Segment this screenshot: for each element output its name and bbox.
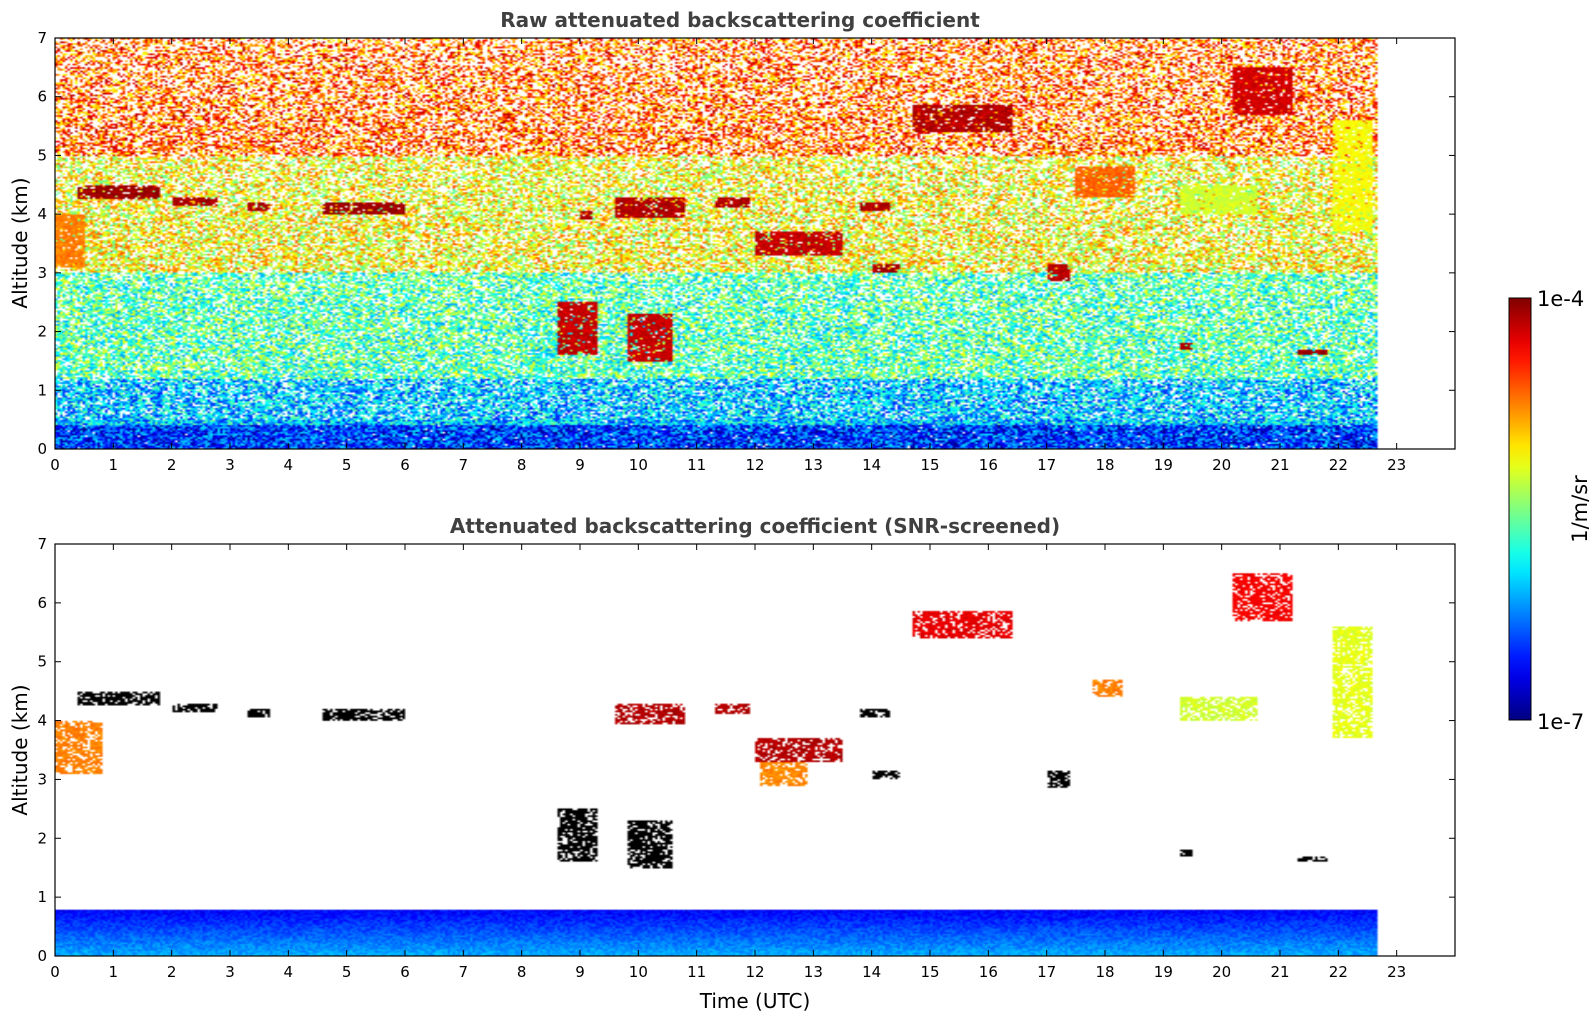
colorbar-unit-label: 1/m/sr — [1568, 475, 1592, 543]
y-tick-label: 0 — [37, 947, 47, 965]
x-tick-label: 1 — [109, 963, 119, 981]
x-tick-label: 0 — [50, 456, 60, 474]
y-tick-label: 3 — [37, 264, 47, 282]
x-tick-label: 5 — [342, 963, 352, 981]
y-tick-label: 5 — [37, 146, 47, 164]
x-tick-label: 23 — [1387, 456, 1406, 474]
y-tick-label: 1 — [37, 381, 47, 399]
x-axis-label: Time (UTC) — [699, 989, 811, 1013]
y-tick-label: 5 — [37, 653, 47, 671]
x-tick-label: 12 — [745, 456, 764, 474]
x-tick-label: 4 — [284, 963, 294, 981]
x-tick-label: 10 — [629, 456, 648, 474]
y-tick-label: 2 — [37, 829, 47, 847]
screened-heatmap-image — [55, 544, 1455, 956]
x-tick-label: 19 — [1154, 456, 1173, 474]
x-tick-label: 17 — [1037, 963, 1056, 981]
x-tick-label: 21 — [1270, 456, 1289, 474]
screened-y-axis-label: Altitude (km) — [8, 684, 32, 815]
x-tick-label: 12 — [745, 963, 764, 981]
x-tick-label: 14 — [862, 456, 881, 474]
x-tick-label: 13 — [804, 963, 823, 981]
x-tick-label: 23 — [1387, 963, 1406, 981]
y-tick-label: 6 — [37, 594, 47, 612]
x-tick-label: 20 — [1212, 963, 1231, 981]
x-tick-label: 7 — [459, 456, 469, 474]
x-tick-label: 17 — [1037, 456, 1056, 474]
screened-axis-ticks: 0 1 2 3 4 5 6 7 8 9 10 11 12 13 14 15 16 17 18 19 20 21 22 2301… — [37, 535, 1455, 981]
x-tick-label: 20 — [1212, 456, 1231, 474]
raw-axis-ticks: 0 1 2 3 4 5 6 7 8 9 10 11 12 13 14 15 16 17 18 19 20 21 22 2301… — [37, 29, 1455, 474]
y-tick-label: 4 — [37, 712, 47, 730]
x-tick-label: 7 — [459, 963, 469, 981]
colorbar-max-label: 1e-4 — [1537, 287, 1584, 311]
panel-screened: Attenuated backscattering coefficient (S… — [8, 514, 1456, 1013]
x-tick-label: 18 — [1095, 456, 1114, 474]
colorbar-gradient — [1508, 297, 1532, 721]
x-tick-label: 11 — [687, 456, 706, 474]
x-tick-label: 13 — [804, 456, 823, 474]
x-tick-label: 22 — [1329, 963, 1348, 981]
x-tick-label: 3 — [225, 456, 235, 474]
x-tick-label: 9 — [575, 456, 585, 474]
x-tick-label: 9 — [575, 963, 585, 981]
y-tick-label: 0 — [37, 440, 47, 458]
panel-screened-title: Attenuated backscattering coefficient (S… — [450, 514, 1060, 538]
x-tick-label: 16 — [979, 456, 998, 474]
x-tick-label: 15 — [920, 456, 939, 474]
x-tick-label: 22 — [1329, 456, 1348, 474]
x-tick-label: 2 — [167, 456, 177, 474]
y-tick-label: 7 — [37, 535, 47, 553]
x-tick-label: 21 — [1270, 963, 1289, 981]
x-tick-label: 4 — [284, 456, 294, 474]
x-tick-label: 1 — [109, 456, 119, 474]
x-tick-label: 10 — [629, 963, 648, 981]
x-tick-label: 16 — [979, 963, 998, 981]
x-tick-label: 15 — [920, 963, 939, 981]
y-tick-label: 2 — [37, 323, 47, 341]
x-tick-label: 18 — [1095, 963, 1114, 981]
x-tick-label: 11 — [687, 963, 706, 981]
x-tick-label: 6 — [400, 963, 410, 981]
x-tick-label: 6 — [400, 456, 410, 474]
x-tick-label: 0 — [50, 963, 60, 981]
y-tick-label: 6 — [37, 88, 47, 106]
x-tick-label: 8 — [517, 963, 527, 981]
colorbar: 1e-4 1e-7 1/m/sr — [1508, 287, 1592, 734]
y-tick-label: 3 — [37, 770, 47, 788]
x-tick-label: 19 — [1154, 963, 1173, 981]
x-tick-label: 14 — [862, 963, 881, 981]
colorbar-min-label: 1e-7 — [1537, 710, 1584, 734]
y-tick-label: 1 — [37, 888, 47, 906]
panel-raw: Raw attenuated backscattering coefficien… — [8, 8, 1456, 474]
y-tick-label: 4 — [37, 205, 47, 223]
y-tick-label: 7 — [37, 29, 47, 47]
x-tick-label: 2 — [167, 963, 177, 981]
raw-y-axis-label: Altitude (km) — [8, 177, 32, 308]
x-tick-label: 8 — [517, 456, 527, 474]
raw-heatmap-image — [55, 38, 1455, 449]
panel-raw-title: Raw attenuated backscattering coefficien… — [500, 8, 980, 32]
x-tick-label: 5 — [342, 456, 352, 474]
x-tick-label: 3 — [225, 963, 235, 981]
